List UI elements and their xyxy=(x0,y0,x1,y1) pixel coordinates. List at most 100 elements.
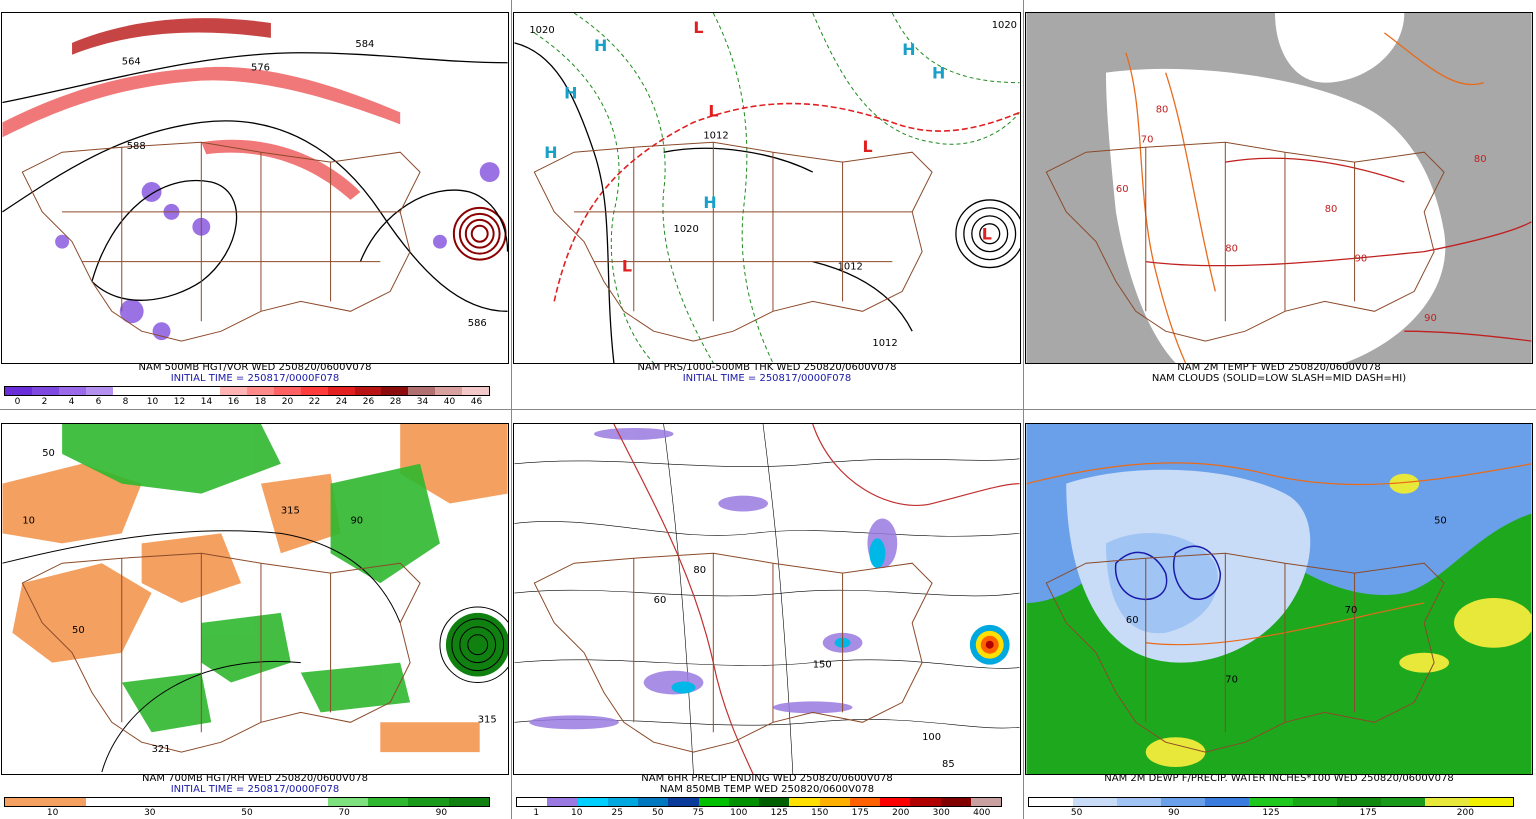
legend-swatch xyxy=(31,387,59,395)
legend-tick-label: 50 xyxy=(652,808,664,818)
panel-title: NAM 500MB HGT/VOR WED 250820/0600V078 xyxy=(138,362,372,373)
legend-swatch xyxy=(448,798,489,806)
legend-tick-label: 1 xyxy=(533,808,540,818)
map-6hr-precip: 150 60 80 100 85 xyxy=(513,423,1021,775)
map-graphic-p4: 50 10 50 90 315 321 315 xyxy=(2,424,508,774)
legend-tick-label: 6 xyxy=(95,397,102,407)
legend-tick-label: 70 xyxy=(338,808,350,818)
isobar-label: 1012 xyxy=(872,338,897,349)
panel-title: NAM 700MB HGT/RH WED 250820/0600V078 xyxy=(142,773,368,784)
legend-swatch xyxy=(517,798,548,806)
low-pressure-marker: L xyxy=(982,225,992,244)
map-graphic-p5: 150 60 80 100 85 xyxy=(514,424,1020,774)
color-legend xyxy=(4,797,490,807)
legend-tick-label: 30 xyxy=(144,808,156,818)
legend-tick-label: 175 xyxy=(1359,808,1377,818)
low-pressure-marker: L xyxy=(622,257,632,276)
panel-subtitle: NAM 850MB TEMP WED 250820/0600V078 xyxy=(659,784,875,795)
panel-500mb-hgt-vor: 564 576 584 588 586 NAM 500MB HGT/VOR WE… xyxy=(0,0,510,408)
legend-ticks: 10 30 50 70 90 xyxy=(4,808,490,819)
legend-tick-label: 22 xyxy=(308,397,321,407)
legend-tick-label: 14 xyxy=(200,397,213,407)
legend-tick-label: 90 xyxy=(435,808,448,818)
legend-swatch xyxy=(354,387,382,395)
panel-title: NAM 6HR PRECIP ENDING WED 250820/0600V07… xyxy=(641,773,893,784)
legend-tick-label: 10 xyxy=(46,808,59,818)
low-pressure-marker: L xyxy=(693,18,703,37)
legend-swatch xyxy=(408,387,436,395)
legend-tick-label: 12 xyxy=(173,397,186,407)
height-label: 321 xyxy=(152,744,171,755)
legend-tick-label: 10 xyxy=(146,397,159,407)
legend-swatch xyxy=(220,387,248,395)
legend-swatch xyxy=(327,798,368,806)
panel-6hr-precip: 150 60 80 100 85 NAM 6HR PRECIP ENDING W… xyxy=(512,411,1022,819)
temperature-label: 60 xyxy=(654,595,667,606)
dewpoint-label: 70 xyxy=(1225,675,1238,686)
legend-tick-label: 26 xyxy=(362,397,375,407)
legend-tick-label: 25 xyxy=(611,808,623,818)
legend-swatch xyxy=(1205,798,1249,806)
legend-tick-label: 300 xyxy=(932,808,950,818)
map-2m-temp: 80 70 60 80 80 80 90 90 xyxy=(1025,12,1533,364)
legend-tick-label: 40 xyxy=(443,397,456,407)
temperature-label: 70 xyxy=(1141,134,1154,145)
legend-swatch xyxy=(728,798,759,806)
temperature-label: 80 xyxy=(1474,154,1487,165)
legend-tick-label: 150 xyxy=(811,808,829,818)
map-graphic-p2: 1020 1012 1020 1012 1020 1012 H H H H H … xyxy=(514,13,1020,363)
legend-swatch xyxy=(849,798,880,806)
panel-title: NAM 2M DEWP F/PRECIP. WATER INCHES*100 W… xyxy=(1104,773,1454,784)
legend-tick-label: 8 xyxy=(122,397,129,407)
map-prs-thk: 1020 1012 1020 1012 1020 1012 H H H H H … xyxy=(513,12,1021,364)
legend-tick-label: 10 xyxy=(571,808,583,818)
map-graphic-p1: 564 576 584 588 586 xyxy=(2,13,508,363)
rh-label: 10 xyxy=(22,515,35,526)
legend-swatch xyxy=(206,798,247,806)
temperature-label: 80 xyxy=(1156,104,1169,115)
temperature-label: 80 xyxy=(1225,244,1238,255)
legend-swatch xyxy=(45,798,86,806)
temperature-label: 90 xyxy=(1424,313,1437,324)
legend-swatch xyxy=(58,387,86,395)
legend-swatch xyxy=(462,387,490,395)
legend-swatch xyxy=(166,387,194,395)
legend-swatch xyxy=(408,798,449,806)
dewpoint-label: 60 xyxy=(1126,615,1139,626)
legend-swatch xyxy=(139,387,167,395)
high-pressure-marker: H xyxy=(703,193,716,212)
panel-subtitle: INITIAL TIME = 250817/0000F078 xyxy=(170,784,340,795)
legend-swatch xyxy=(273,387,301,395)
legend-swatch xyxy=(1425,798,1469,806)
legend-swatch xyxy=(1117,798,1161,806)
legend-ticks: 50 90 125 175 200 xyxy=(1028,808,1514,819)
panel-subtitle: INITIAL TIME = 250817/0000F078 xyxy=(170,373,340,384)
legend-swatch xyxy=(166,798,207,806)
legend-tick-label: 24 xyxy=(335,397,348,407)
legend-tick-label: 200 xyxy=(1456,808,1474,818)
legend-tick-label: 46 xyxy=(470,397,483,407)
legend-swatch xyxy=(668,798,699,806)
low-pressure-marker: L xyxy=(862,137,872,156)
legend-ticks: 0 2 4 6 8 10 12 14 16 18 20 22 24 26 28 34 40 46 xyxy=(4,397,490,408)
legend-tick-label: 28 xyxy=(389,397,402,407)
legend-swatch xyxy=(5,798,46,806)
height-label: 315 xyxy=(281,505,300,516)
separator-horizontal xyxy=(0,409,1536,410)
high-pressure-marker: H xyxy=(544,143,557,162)
rh-label: 90 xyxy=(350,515,363,526)
legend-swatch xyxy=(547,798,578,806)
contour-label: 588 xyxy=(127,141,146,152)
height-label: 315 xyxy=(478,714,497,725)
legend-swatch xyxy=(1029,798,1073,806)
map-2m-dewp-pwat: 50 70 70 60 xyxy=(1025,423,1533,775)
legend-tick-label: 200 xyxy=(892,808,910,818)
contour-label: 576 xyxy=(251,63,270,74)
low-pressure-marker: L xyxy=(708,101,718,120)
panel-subtitle: INITIAL TIME = 250817/0000F078 xyxy=(682,373,852,384)
precip-label: 150 xyxy=(813,660,832,671)
contour-label: 584 xyxy=(355,39,374,50)
panel-subtitle: NAM CLOUDS (SOLID=LOW SLASH=MID DASH=HI) xyxy=(1151,373,1407,384)
legend-swatch xyxy=(759,798,790,806)
legend-swatch xyxy=(607,798,638,806)
